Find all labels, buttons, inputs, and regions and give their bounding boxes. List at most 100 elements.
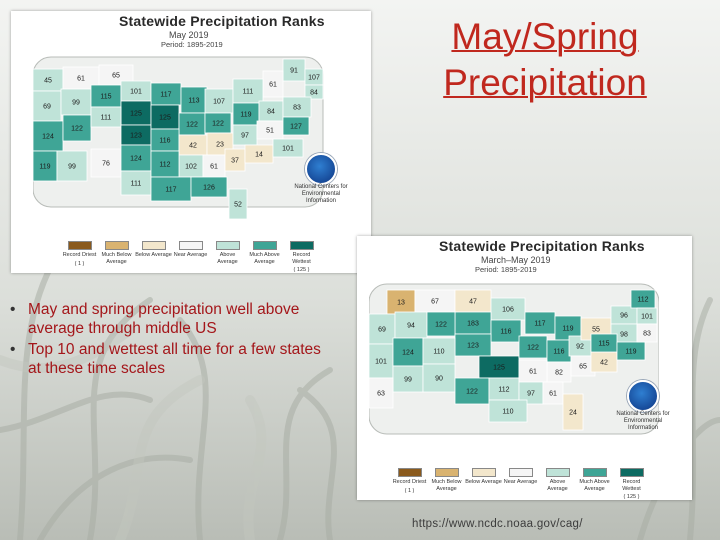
state-tile: 83: [636, 323, 658, 343]
state-rank-label: 119: [240, 112, 251, 119]
bullet-text: May and spring precipitation well above …: [28, 301, 300, 337]
state-rank-label: 52: [234, 202, 242, 209]
state-rank-label: 183: [467, 321, 479, 328]
map-period: Period: 1895-2019: [475, 265, 537, 274]
ncei-label: National Centers for Environmental Infor…: [616, 411, 670, 431]
state-tile: 112: [630, 289, 656, 309]
state-tile: 112: [488, 377, 520, 401]
state-rank-label: 61: [549, 391, 557, 398]
state-rank-label: 47: [469, 299, 477, 306]
legend-label: Record Wettest: [622, 479, 641, 492]
bullet-dot-icon: •: [10, 301, 16, 318]
state-rank-label: 112: [498, 387, 509, 394]
state-tile: 96: [610, 305, 638, 325]
state-tile: 116: [490, 319, 522, 343]
state-tile: 117: [150, 176, 192, 202]
state-rank-label: 92: [576, 344, 584, 351]
state-tile: 101: [369, 343, 394, 379]
state-tile: 122: [426, 311, 456, 337]
state-fill: [490, 319, 522, 343]
state-tile: 126: [190, 176, 228, 198]
state-rank-label: 125: [130, 111, 142, 118]
state-tile: 84: [304, 84, 324, 100]
state-rank-label: 117: [165, 187, 176, 194]
state-rank-label: 42: [600, 360, 608, 367]
state-tile: 111: [232, 78, 264, 104]
legend-label: Near Average: [173, 252, 208, 258]
may-precip-map-panel: Statewide Precipitation Ranks May 2019 P…: [11, 11, 371, 273]
state-fill: [56, 150, 88, 182]
state-tile: 51: [256, 120, 284, 140]
state-rank-label: 101: [282, 146, 294, 153]
state-tile: 116: [546, 339, 572, 363]
state-rank-label: 110: [502, 409, 513, 416]
state-rank-label: 123: [130, 133, 142, 140]
legend-swatch: [141, 241, 166, 250]
state-fill: [33, 150, 58, 182]
state-rank-label: 124: [130, 156, 142, 163]
state-tile: 111: [120, 170, 152, 196]
state-rank-label: 122: [212, 121, 224, 128]
state-fill: [454, 377, 490, 405]
state-rank-label: 23: [216, 142, 224, 149]
state-fill: [394, 311, 428, 339]
source-link[interactable]: https://www.ncdc.noaa.gov/cag/: [412, 518, 583, 530]
state-tile: 119: [616, 341, 646, 361]
state-fill: [232, 78, 264, 104]
state-tile: 82: [546, 361, 572, 383]
state-tile: 69: [369, 313, 396, 345]
state-rank-label: 106: [502, 307, 514, 314]
state-tile: 124: [120, 144, 152, 172]
state-fill: [304, 84, 324, 100]
state-tile: 52: [228, 188, 248, 220]
state-tile: 115: [590, 333, 618, 353]
state-fill: [386, 289, 416, 315]
state-rank-label: 119: [625, 349, 636, 356]
legend-item: Much Above Average: [576, 468, 613, 500]
state-rank-label: 82: [555, 370, 563, 377]
state-rank-label: 117: [534, 321, 545, 328]
state-rank-label: 122: [71, 126, 83, 133]
state-rank-label: 124: [402, 350, 414, 357]
map-period: Period: 1895-2019: [161, 40, 223, 49]
slide-title-line1: May/Spring: [451, 16, 639, 57]
state-tile: 37: [224, 148, 246, 172]
state-tile: 97: [232, 124, 258, 146]
map-title: Statewide Precipitation Ranks: [119, 13, 325, 29]
state-fill: [90, 148, 122, 178]
legend-label: Much Above Average: [249, 252, 280, 265]
legend-label: Below Average: [465, 479, 502, 485]
state-rank-label: 90: [435, 376, 443, 383]
us-rank-map: 13 67 47 69 94 106 183 122 117 101 124 116 123 110 125…: [369, 283, 659, 435]
legend-label: Record Wettest: [292, 252, 311, 265]
state-fill: [369, 313, 396, 345]
state-tile: 113: [180, 86, 208, 114]
state-rank-label: 122: [466, 389, 478, 396]
state-fill: [636, 323, 658, 343]
state-rank-label: 125: [159, 115, 171, 122]
state-rank-label: 65: [579, 364, 587, 371]
legend-swatch: [397, 468, 422, 477]
slide-title: May/Spring Precipitation: [430, 14, 660, 106]
state-tile: 107: [304, 68, 324, 86]
state-rank-label: 42: [189, 143, 197, 150]
legend-item: Much Below Average: [98, 241, 135, 273]
legend-swatch: [545, 468, 570, 477]
state-rank-label: 122: [527, 345, 539, 352]
legend-label: Below Average: [135, 252, 172, 258]
state-tile: 61: [262, 70, 284, 98]
state-tile: 122: [178, 112, 206, 136]
state-tile: 110: [422, 337, 456, 365]
state-rank-label: 94: [407, 323, 415, 330]
state-tile: 101: [272, 138, 304, 158]
state-rank-label: 112: [637, 297, 648, 304]
us-rank-map: 45 61 65 69 99 115 101 117 113 124 122 125 119 111 123…: [33, 56, 324, 220]
state-rank-label: 83: [293, 105, 301, 112]
state-tile: 45: [33, 68, 64, 92]
state-tile: 122: [62, 114, 92, 142]
legend-swatch: [289, 241, 314, 250]
state-tile: 123: [454, 333, 492, 357]
state-fill: [488, 399, 528, 423]
state-rank-label: 101: [641, 314, 653, 321]
state-rank-label: 113: [188, 98, 199, 105]
